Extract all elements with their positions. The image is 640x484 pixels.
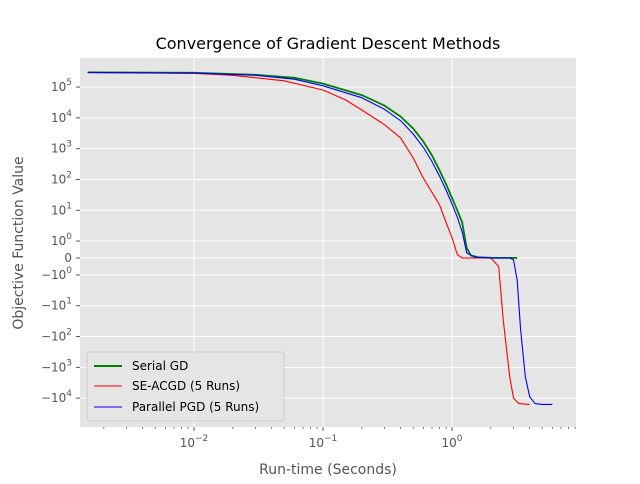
legend-label-se-acgd: SE-ACGD (5 Runs) <box>132 379 240 393</box>
y-tick-label: 102 <box>51 170 72 186</box>
y-tick-label: 103 <box>51 140 72 156</box>
x-tick-labels: 10−2 10−1 100 <box>103 427 576 450</box>
legend-label-serial-gd: Serial GD <box>132 359 188 373</box>
legend: Serial GD SE-ACGD (5 Runs) Parallel PGD … <box>86 351 285 422</box>
y-tick-label: 101 <box>51 201 72 217</box>
legend-box <box>86 351 285 422</box>
x-tick-label: 100 <box>441 434 462 450</box>
y-tick-label: 105 <box>51 78 72 94</box>
y-tick-label: −103 <box>41 358 72 374</box>
chart-title: Convergence of Gradient Descent Methods <box>156 34 501 53</box>
x-tick-label: 10−1 <box>309 434 338 450</box>
y-tick-label: 0 <box>64 251 72 265</box>
y-tick-labels: 105 104 103 102 101 100 0−100 −101 −102 −103 −104 <box>41 78 80 405</box>
legend-label-parallel-pgd: Parallel PGD (5 Runs) <box>132 400 259 414</box>
y-tick-label: 100 <box>51 232 72 248</box>
y-tick-label: 104 <box>51 109 72 125</box>
y-tick-label: −102 <box>41 328 72 344</box>
series-line-parallel-pgd-5-runs <box>87 71 553 405</box>
y-axis-label: Objective Function Value <box>11 156 27 329</box>
y-tick-label: −104 <box>41 389 72 405</box>
x-axis-label: Run-time (Seconds) <box>259 462 397 478</box>
x-tick-label: 10−2 <box>180 434 209 450</box>
y-tick-label: −100 <box>41 266 72 282</box>
series-layer <box>87 71 553 405</box>
y-tick-label: −101 <box>41 297 72 313</box>
series-line-se-acgd-5-runs <box>87 71 530 405</box>
